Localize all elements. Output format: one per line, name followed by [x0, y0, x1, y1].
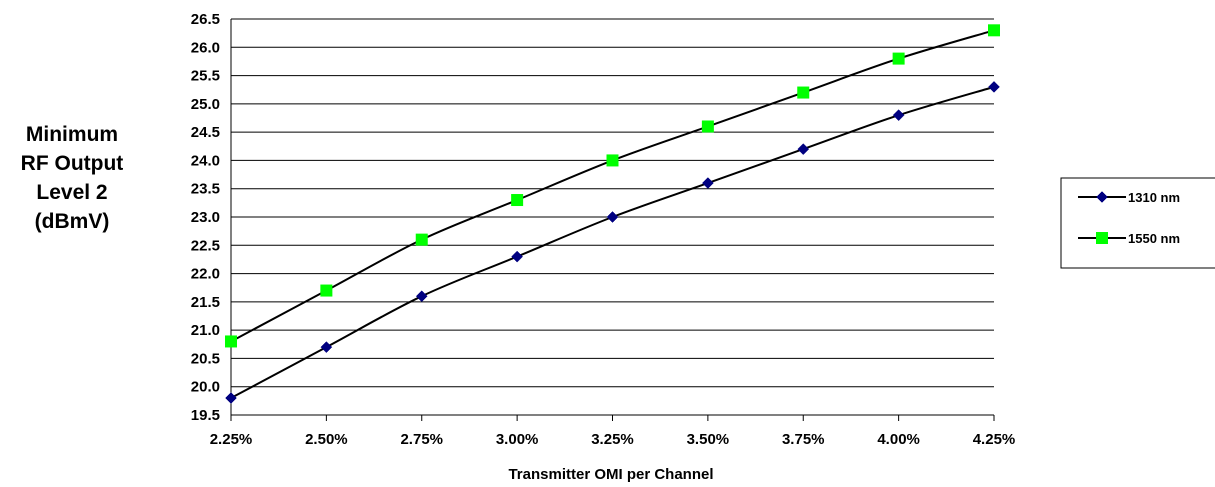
series-markers: [225, 24, 1000, 404]
y-tick-label: 25.5: [191, 68, 220, 85]
x-tick-labels: 2.25% 2.50% 2.75% 3.00% 3.25% 3.50% 3.75% 4.00%…: [210, 431, 1016, 448]
legend-marker: [1096, 232, 1108, 244]
legend-label: 1310 nm: [1128, 190, 1180, 205]
data-point-diamond: [320, 341, 333, 353]
y-tick-label: 26.0: [191, 39, 220, 56]
x-tick-label: 2.50%: [305, 431, 348, 448]
x-tick-label: 3.25%: [591, 431, 634, 448]
legend-label: 1550 nm: [1128, 231, 1180, 246]
data-point-diamond: [415, 290, 428, 303]
y-axis-label: Minimum RF Output Level 2 (dBmV): [21, 123, 124, 233]
series-line: [230, 85, 995, 399]
data-point-square: [988, 24, 1000, 37]
x-tick-label: 2.75%: [400, 431, 443, 448]
y-axis-label-line-3: Level 2: [36, 181, 107, 204]
data-point-diamond: [797, 143, 810, 155]
data-point-diamond: [892, 109, 905, 122]
data-point-diamond: [606, 211, 619, 223]
y-axis-label-line-2: RF Output: [21, 152, 124, 175]
data-point-diamond: [511, 250, 523, 263]
x-axis-label: Transmitter OMI per Channel: [508, 466, 713, 483]
y-axis-label-line-1: Minimum: [26, 123, 118, 146]
y-tick-label: 23.0: [191, 209, 220, 226]
legend-box: [1060, 177, 1215, 269]
y-tick-label: 24.0: [191, 152, 220, 169]
data-point-square: [701, 120, 714, 133]
x-tick-label: 2.25%: [210, 431, 253, 448]
data-point-diamond: [225, 392, 237, 404]
data-point-diamond: [702, 177, 714, 189]
y-tick-label: 20.5: [191, 350, 220, 367]
data-point-square: [415, 233, 428, 246]
x-tick-label: 3.00%: [496, 431, 539, 448]
x-tick-label: 3.50%: [687, 431, 730, 448]
x-tick-label: 4.25%: [973, 431, 1016, 448]
y-tick-label: 19.5: [191, 407, 220, 424]
data-point-square: [797, 86, 810, 99]
y-tick-label: 21.5: [191, 294, 220, 311]
y-tick-label: 21.0: [191, 322, 220, 339]
y-tick-labels: 19.5 20.0 20.5 21.0 21.5 22.0 22.5 23.0 23.5 24.0…: [191, 11, 220, 424]
series-line: [230, 29, 995, 343]
x-tick-label: 3.75%: [782, 431, 825, 448]
legend: 1310 nm 1550 nm: [1060, 177, 1215, 269]
y-tick-label: 22.5: [191, 237, 220, 254]
y-tick-label: 24.5: [191, 124, 220, 141]
y-tick-label: 23.5: [191, 181, 220, 198]
y-tick-label: 20.0: [191, 379, 220, 396]
data-point-square: [320, 284, 333, 297]
data-point-square: [606, 154, 619, 167]
y-axis-label-line-4: (dBmV): [35, 210, 110, 233]
data-point-square: [892, 52, 905, 65]
data-point-square: [225, 335, 237, 348]
y-tick-label: 26.5: [191, 11, 220, 28]
y-tick-label: 25.0: [191, 96, 220, 113]
data-point-square: [511, 194, 524, 207]
x-tick-label: 4.00%: [877, 431, 920, 448]
legend-marker: [1096, 191, 1108, 203]
y-tick-label: 22.0: [191, 266, 220, 283]
data-point-diamond: [988, 81, 1000, 93]
